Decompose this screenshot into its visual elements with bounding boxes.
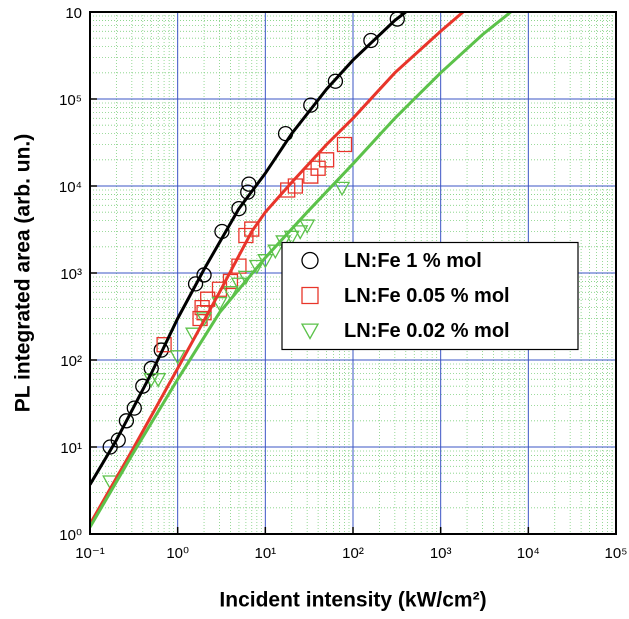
- x-tick-label: 10⁴: [517, 545, 540, 562]
- x-tick-label: 10²: [342, 545, 364, 562]
- legend-box: [281, 241, 579, 351]
- legend-label: LN:Fe 1 % mol: [344, 250, 482, 272]
- fit-line: [90, 12, 512, 528]
- point: [244, 221, 260, 237]
- point: [283, 230, 300, 246]
- plot-frame: [89, 11, 617, 535]
- x-tick-label: 10³: [430, 545, 452, 562]
- point: [231, 200, 247, 217]
- point: [195, 312, 213, 327]
- x-tick-label: 10⁰: [166, 545, 189, 562]
- point: [169, 350, 186, 365]
- point: [187, 276, 204, 292]
- y-tick-label: 10: [65, 5, 82, 22]
- y-tick-label: 10⁴: [59, 179, 82, 196]
- legend-marker: [301, 251, 319, 270]
- legend-marker: [300, 323, 320, 340]
- point: [200, 291, 216, 307]
- point: [110, 432, 126, 448]
- point: [211, 296, 228, 312]
- x-axis-label: Incident intensity (kW/cm²): [219, 589, 486, 612]
- y-tick-label: 10²: [60, 353, 82, 370]
- point: [310, 160, 326, 176]
- y-axis-label: PL integrated area (arb. un.): [12, 134, 35, 413]
- x-tick-label: 10⁵: [605, 545, 628, 562]
- point: [303, 168, 319, 184]
- point: [153, 342, 169, 358]
- y-tick-label: 10⁰: [59, 527, 82, 544]
- legend-marker: [301, 286, 319, 305]
- point: [333, 181, 351, 197]
- x-tick-label: 10⁻¹: [75, 545, 105, 562]
- fit-line: [90, 12, 407, 486]
- point: [211, 281, 228, 297]
- point: [192, 310, 208, 327]
- y-tick-label: 10⁵: [59, 92, 82, 109]
- legend-label: LN:Fe 0.02 % mol: [344, 320, 510, 342]
- point: [363, 32, 379, 49]
- point: [336, 136, 353, 153]
- fit-line: [90, 12, 465, 525]
- point: [238, 227, 254, 244]
- point: [126, 400, 142, 416]
- point: [299, 219, 316, 235]
- point: [150, 373, 167, 388]
- y-tick-label: 10³: [60, 266, 82, 283]
- point: [292, 225, 309, 240]
- point: [327, 73, 344, 89]
- point: [248, 259, 265, 275]
- point: [194, 299, 210, 316]
- legend-label: LN:Fe 0.05 % mol: [344, 285, 510, 307]
- point: [135, 378, 151, 394]
- point: [318, 152, 335, 168]
- point: [118, 413, 135, 429]
- point: [303, 97, 319, 113]
- y-tick-label: 10¹: [60, 440, 82, 457]
- x-tick-label: 10¹: [254, 545, 276, 562]
